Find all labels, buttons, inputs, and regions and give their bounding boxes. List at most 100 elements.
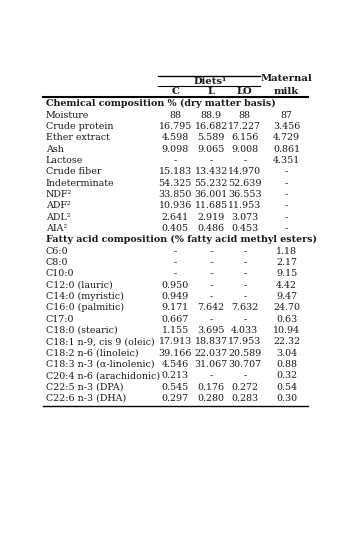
Text: 0.32: 0.32 xyxy=(276,371,297,380)
Text: 9.171: 9.171 xyxy=(162,304,189,312)
Text: -: - xyxy=(209,270,213,278)
Text: 11.685: 11.685 xyxy=(195,201,228,210)
Text: Crude fiber: Crude fiber xyxy=(46,167,101,176)
Text: 16.682: 16.682 xyxy=(195,122,228,131)
Text: C6:0: C6:0 xyxy=(46,247,68,256)
Text: -: - xyxy=(209,247,213,256)
Text: 4.42: 4.42 xyxy=(276,281,297,290)
Text: 39.166: 39.166 xyxy=(159,349,192,357)
Text: 88: 88 xyxy=(239,111,251,120)
Text: -: - xyxy=(285,201,288,210)
Text: Ash: Ash xyxy=(46,145,64,154)
Text: 4.351: 4.351 xyxy=(273,156,300,165)
Text: 0.453: 0.453 xyxy=(231,224,258,233)
Text: 3.04: 3.04 xyxy=(276,349,297,357)
Text: Ether extract: Ether extract xyxy=(46,133,110,142)
Text: 87: 87 xyxy=(280,111,293,120)
Text: 4.729: 4.729 xyxy=(273,133,300,142)
Text: -: - xyxy=(174,247,177,256)
Text: 36.001: 36.001 xyxy=(195,190,228,199)
Text: ADF²: ADF² xyxy=(46,201,71,210)
Text: 22.32: 22.32 xyxy=(273,337,300,346)
Text: 16.795: 16.795 xyxy=(159,122,192,131)
Text: -: - xyxy=(285,167,288,176)
Text: 0.30: 0.30 xyxy=(276,394,297,403)
Text: 4.546: 4.546 xyxy=(162,360,189,369)
Text: C14:0 (myristic): C14:0 (myristic) xyxy=(46,292,124,301)
Text: 0.176: 0.176 xyxy=(197,383,225,391)
Text: 0.283: 0.283 xyxy=(231,394,258,403)
Text: -: - xyxy=(209,281,213,290)
Text: 18.837: 18.837 xyxy=(195,337,228,346)
Text: C8:0: C8:0 xyxy=(46,258,68,267)
Text: 88.9: 88.9 xyxy=(200,111,222,120)
Text: -: - xyxy=(209,315,213,324)
Text: 22.037: 22.037 xyxy=(195,349,228,357)
Text: C: C xyxy=(171,87,179,96)
Text: C10:0: C10:0 xyxy=(46,270,75,278)
Text: C22:5 n-3 (DPA): C22:5 n-3 (DPA) xyxy=(46,383,123,391)
Text: 88: 88 xyxy=(169,111,181,120)
Text: Diets¹: Diets¹ xyxy=(193,77,227,86)
Text: 0.405: 0.405 xyxy=(162,224,189,233)
Text: 31.067: 31.067 xyxy=(195,360,228,369)
Text: 20.589: 20.589 xyxy=(228,349,261,357)
Text: Maternal: Maternal xyxy=(261,74,313,83)
Text: ADL²: ADL² xyxy=(46,212,70,222)
Text: 0.949: 0.949 xyxy=(162,292,189,301)
Text: 24.70: 24.70 xyxy=(273,304,300,312)
Text: C12:0 (lauric): C12:0 (lauric) xyxy=(46,281,113,290)
Text: Fatty acid composition (% fatty acid methyl esters): Fatty acid composition (% fatty acid met… xyxy=(46,236,317,244)
Text: 0.950: 0.950 xyxy=(162,281,189,290)
Text: -: - xyxy=(209,292,213,301)
Text: 3.695: 3.695 xyxy=(197,326,225,335)
Text: 17.913: 17.913 xyxy=(159,337,192,346)
Text: Indeterminate: Indeterminate xyxy=(46,179,115,188)
Text: C20:4 n-6 (arachidonic): C20:4 n-6 (arachidonic) xyxy=(46,371,160,380)
Text: C18:1 n-9, cis 9 (oleic): C18:1 n-9, cis 9 (oleic) xyxy=(46,337,155,346)
Text: 0.88: 0.88 xyxy=(276,360,297,369)
Text: LO: LO xyxy=(237,87,252,96)
Text: -: - xyxy=(243,281,246,290)
Text: C16:0 (palmitic): C16:0 (palmitic) xyxy=(46,303,124,312)
Text: 0.667: 0.667 xyxy=(162,315,189,324)
Text: NDF²: NDF² xyxy=(46,190,72,199)
Text: 30.707: 30.707 xyxy=(228,360,261,369)
Text: 17.953: 17.953 xyxy=(228,337,261,346)
Text: 33.850: 33.850 xyxy=(159,190,192,199)
Text: 0.486: 0.486 xyxy=(197,224,225,233)
Text: 11.953: 11.953 xyxy=(228,201,261,210)
Text: Moisture: Moisture xyxy=(46,111,89,120)
Text: 0.272: 0.272 xyxy=(231,383,258,391)
Text: 6.156: 6.156 xyxy=(231,133,259,142)
Text: milk: milk xyxy=(274,87,299,96)
Text: C22:6 n-3 (DHA): C22:6 n-3 (DHA) xyxy=(46,394,126,403)
Text: -: - xyxy=(209,156,213,165)
Text: -: - xyxy=(285,212,288,222)
Text: C17:0: C17:0 xyxy=(46,315,75,324)
Text: -: - xyxy=(243,247,246,256)
Text: -: - xyxy=(174,258,177,267)
Text: 0.280: 0.280 xyxy=(198,394,225,403)
Text: -: - xyxy=(174,270,177,278)
Text: 9.065: 9.065 xyxy=(197,145,225,154)
Text: 1.18: 1.18 xyxy=(276,247,297,256)
Text: 0.213: 0.213 xyxy=(162,371,189,380)
Text: 4.598: 4.598 xyxy=(162,133,189,142)
Text: -: - xyxy=(243,270,246,278)
Text: C18:2 n-6 (linoleic): C18:2 n-6 (linoleic) xyxy=(46,349,139,357)
Text: 9.15: 9.15 xyxy=(276,270,297,278)
Text: 17.227: 17.227 xyxy=(228,122,261,131)
Text: -: - xyxy=(243,292,246,301)
Text: 0.297: 0.297 xyxy=(162,394,189,403)
Text: 0.861: 0.861 xyxy=(273,145,300,154)
Text: 4.033: 4.033 xyxy=(231,326,258,335)
Text: 2.919: 2.919 xyxy=(197,212,225,222)
Text: 9.008: 9.008 xyxy=(231,145,258,154)
Text: 15.183: 15.183 xyxy=(159,167,192,176)
Text: 5.589: 5.589 xyxy=(197,133,225,142)
Text: 10.94: 10.94 xyxy=(273,326,300,335)
Text: C18:3 n-3 (α-linolenic): C18:3 n-3 (α-linolenic) xyxy=(46,360,155,369)
Text: -: - xyxy=(285,224,288,233)
Text: 36.553: 36.553 xyxy=(228,190,262,199)
